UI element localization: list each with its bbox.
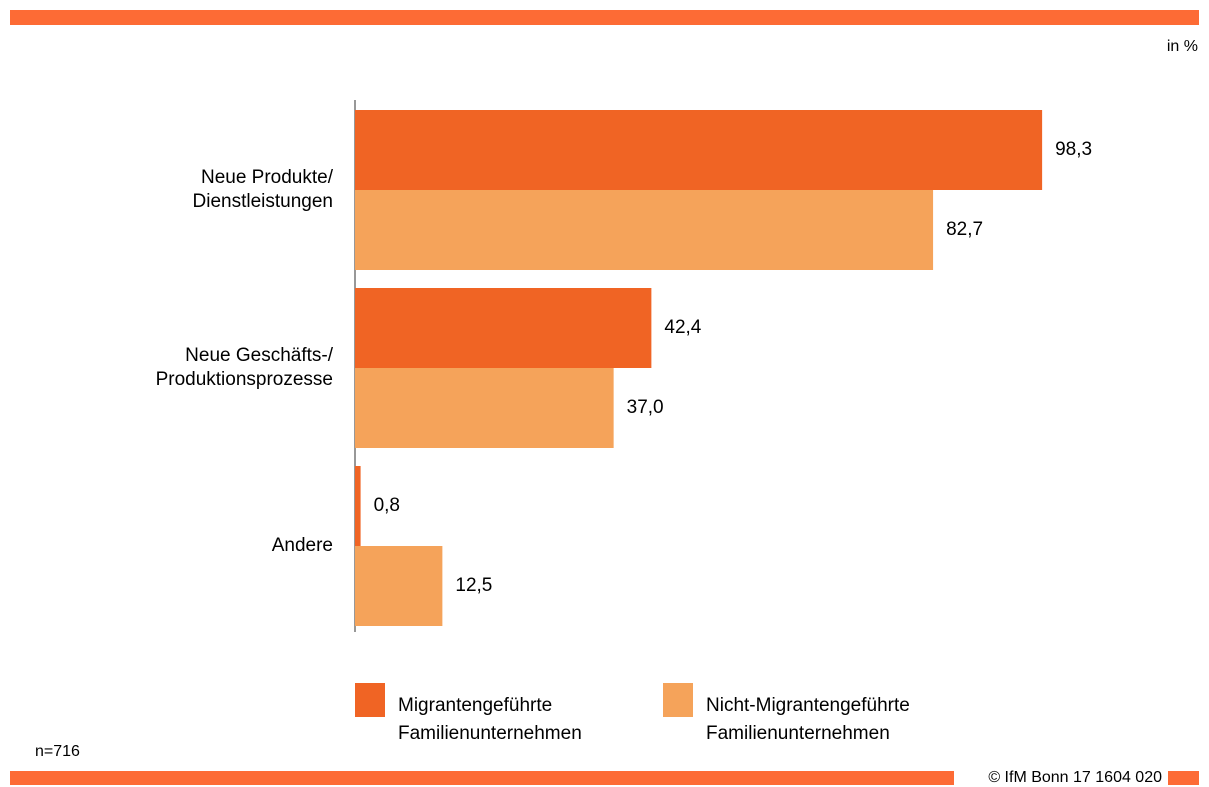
value-label: 42,4	[664, 317, 701, 338]
source: © IfM Bonn 17 1604 020	[988, 769, 1162, 786]
category-label: Neue Geschäfts-/Produktionsprozesse	[156, 345, 334, 390]
legend-label: Migrantengeführte Familienunternehmen	[398, 695, 582, 744]
legend-swatch	[355, 683, 385, 717]
category-label: Neue Produkte/Dienstleistungen	[193, 167, 334, 212]
bar	[355, 110, 1043, 190]
bottom-band	[10, 771, 954, 785]
bar	[355, 288, 652, 368]
bottom-band-end	[1168, 771, 1199, 785]
unit-label: in %	[1167, 38, 1198, 55]
category-label: Andere	[272, 535, 333, 556]
bar	[355, 368, 614, 448]
value-label: 37,0	[627, 397, 664, 418]
value-label: 12,5	[455, 575, 492, 596]
value-label: 0,8	[374, 495, 400, 516]
bar	[355, 466, 361, 546]
bar	[355, 546, 443, 626]
bar	[355, 190, 934, 270]
value-label: 98,3	[1055, 139, 1092, 160]
legend-label: Nicht-Migrantengeführte Familienunternehm…	[706, 695, 910, 744]
top-band	[10, 10, 1199, 25]
value-label: 82,7	[946, 219, 983, 240]
legend-swatch	[663, 683, 693, 717]
note: n=716	[35, 743, 80, 760]
